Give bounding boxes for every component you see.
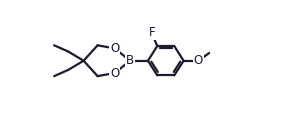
Text: F: F [148, 26, 155, 39]
Text: B: B [126, 54, 134, 67]
Text: O: O [110, 42, 119, 55]
Text: O: O [194, 54, 203, 67]
Text: O: O [110, 67, 119, 79]
